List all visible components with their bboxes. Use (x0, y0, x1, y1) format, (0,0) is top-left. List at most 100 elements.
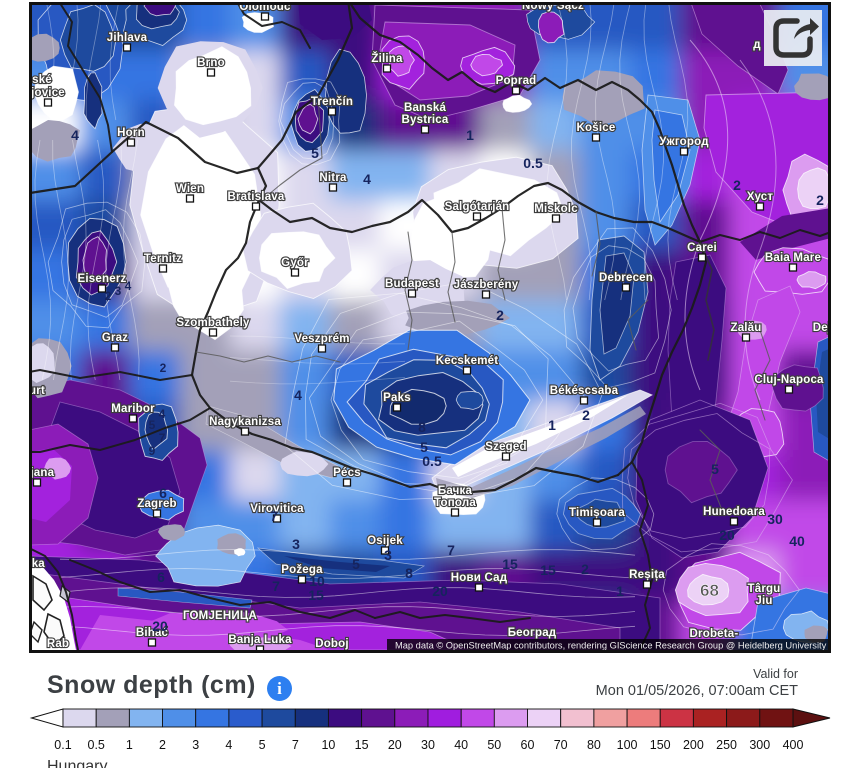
svg-text:10: 10 (321, 738, 335, 752)
svg-text:Reșița: Reșița (629, 569, 665, 581)
svg-text:Salgótarján: Salgótarján (445, 201, 510, 213)
svg-text:0.5: 0.5 (422, 453, 442, 469)
svg-text:4: 4 (363, 171, 371, 187)
svg-text:40: 40 (454, 738, 468, 752)
svg-text:Debrecen: Debrecen (599, 272, 653, 284)
svg-text:Békéscsaba: Békéscsaba (550, 385, 619, 397)
svg-text:3: 3 (115, 284, 122, 298)
svg-text:Olomouc: Olomouc (239, 2, 291, 13)
svg-text:Map data © OpenStreetMap contr: Map data © OpenStreetMap contributors, r… (395, 641, 827, 651)
svg-text:5: 5 (352, 556, 360, 572)
svg-text:Бачка: Бачка (438, 485, 473, 497)
svg-text:7: 7 (272, 578, 280, 594)
svg-text:100: 100 (617, 738, 638, 752)
svg-text:15: 15 (308, 587, 324, 603)
svg-text:15: 15 (540, 562, 556, 578)
svg-text:1: 1 (548, 417, 556, 433)
svg-text:Bratislava: Bratislava (228, 191, 285, 203)
svg-text:jovice: jovice (30, 87, 65, 99)
svg-text:8: 8 (405, 565, 413, 581)
svg-text:2: 2 (581, 561, 589, 577)
svg-text:3: 3 (292, 536, 300, 552)
svg-text:Bystrica: Bystrica (402, 114, 449, 126)
svg-text:Hunedoara: Hunedoara (703, 506, 765, 518)
svg-text:5: 5 (259, 738, 266, 752)
svg-text:5: 5 (149, 418, 156, 432)
svg-text:Nagykanizsa: Nagykanizsa (209, 416, 281, 428)
svg-text:200: 200 (683, 738, 704, 752)
svg-text:80: 80 (587, 738, 601, 752)
svg-text:250: 250 (716, 738, 737, 752)
svg-text:7: 7 (292, 738, 299, 752)
svg-text:ГОМЈЕНИЦА: ГОМЈЕНИЦА (183, 610, 257, 622)
svg-text:Maribor: Maribor (111, 403, 155, 415)
svg-text:2: 2 (733, 177, 741, 193)
svg-text:oljana: oljana (29, 467, 55, 479)
svg-text:40: 40 (789, 533, 805, 549)
svg-text:6: 6 (157, 569, 165, 585)
svg-text:Jiu: Jiu (755, 595, 772, 607)
svg-text:Graz: Graz (102, 332, 128, 344)
svg-text:Poprad: Poprad (496, 75, 537, 87)
svg-text:2: 2 (496, 307, 504, 323)
svg-text:Pécs: Pécs (333, 467, 361, 479)
svg-text:eka: eka (29, 558, 45, 570)
svg-text:Szombathely: Szombathely (176, 317, 250, 329)
svg-text:20: 20 (152, 618, 168, 634)
svg-text:Београд: Београд (508, 627, 557, 639)
svg-text:400: 400 (783, 738, 804, 752)
svg-text:4: 4 (71, 127, 79, 143)
svg-text:7: 7 (270, 508, 278, 524)
svg-text:Košice: Košice (577, 122, 616, 134)
svg-text:20: 20 (432, 583, 448, 599)
svg-text:300: 300 (749, 738, 770, 752)
svg-text:1: 1 (126, 738, 133, 752)
svg-text:2: 2 (582, 407, 590, 423)
svg-text:Győr: Győr (281, 257, 309, 269)
svg-text:Ужгород: Ужгород (659, 136, 709, 148)
svg-text:Banská: Banská (404, 102, 447, 114)
svg-text:9: 9 (149, 444, 156, 458)
svg-text:Trenčín: Trenčín (311, 96, 353, 108)
svg-text:20: 20 (388, 738, 402, 752)
svg-text:ské: ské (32, 74, 52, 86)
svg-text:Baia Mare: Baia Mare (765, 252, 821, 264)
svg-text:Banja Luka: Banja Luka (228, 634, 292, 646)
svg-text:Eisenerz: Eisenerz (78, 273, 127, 285)
svg-text:Хуст: Хуст (747, 191, 774, 203)
svg-text:4: 4 (159, 407, 166, 421)
svg-text:60: 60 (521, 738, 535, 752)
svg-text:7: 7 (447, 542, 455, 558)
svg-text:1: 1 (466, 127, 474, 143)
svg-text:5: 5 (311, 145, 319, 161)
svg-text:10: 10 (309, 573, 325, 589)
svg-text:4: 4 (294, 387, 302, 403)
svg-text:Jászberény: Jászberény (454, 279, 519, 291)
svg-text:0.5: 0.5 (88, 738, 105, 752)
svg-text:Drobeta-: Drobeta- (690, 628, 739, 640)
svg-text:Jihlava: Jihlava (107, 32, 148, 44)
svg-text:5: 5 (420, 439, 428, 455)
svg-text:15: 15 (355, 738, 369, 752)
svg-text:7: 7 (159, 431, 166, 445)
svg-text:Cluj-Napoca: Cluj-Napoca (754, 374, 824, 386)
svg-text:Carei: Carei (687, 242, 717, 254)
svg-text:Doboj: Doboj (315, 638, 349, 650)
svg-text:Budapest: Budapest (385, 278, 439, 290)
svg-text:8: 8 (418, 419, 426, 435)
svg-text:Ternitz: Ternitz (144, 253, 182, 265)
svg-text:0.1: 0.1 (54, 738, 71, 752)
svg-text:30: 30 (421, 738, 435, 752)
svg-text:3: 3 (384, 547, 392, 563)
svg-text:д: д (753, 39, 761, 51)
svg-text:Virovitica: Virovitica (250, 503, 304, 515)
svg-text:Zagreb: Zagreb (137, 498, 177, 510)
svg-text:Bihać: Bihać (136, 627, 169, 639)
svg-text:Žilina: Žilina (371, 52, 403, 65)
svg-text:50: 50 (487, 738, 501, 752)
svg-text:2: 2 (816, 192, 824, 208)
svg-text:68: 68 (700, 581, 719, 600)
svg-text:Nitra: Nitra (319, 172, 347, 184)
svg-text:30: 30 (767, 511, 783, 527)
svg-text:Топола: Топола (434, 497, 476, 509)
